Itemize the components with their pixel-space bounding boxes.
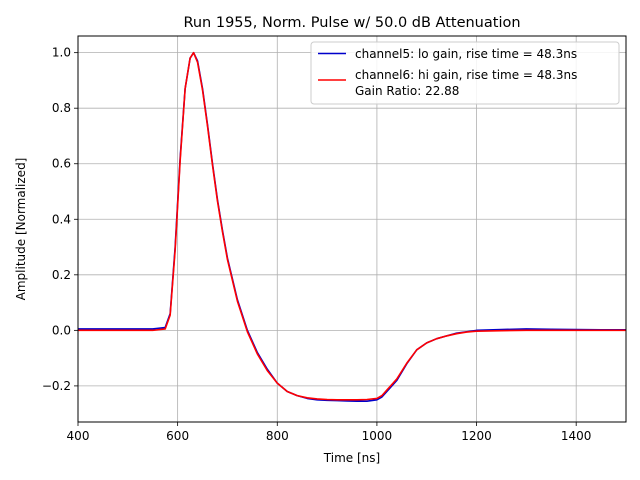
y-tick-label: 0.2	[52, 268, 71, 282]
y-tick-label: −0.2	[42, 379, 71, 393]
y-tick-label: 0.6	[52, 157, 71, 171]
x-axis-label: Time [ns]	[323, 451, 380, 465]
x-tick-label: 600	[166, 429, 189, 443]
legend-label-channel5: channel5: lo gain, rise time = 48.3ns	[355, 47, 577, 61]
x-tick-label: 1000	[362, 429, 393, 443]
plot-area-frame	[77, 35, 627, 423]
series-layer	[78, 51, 626, 402]
y-tick-label: 1.0	[52, 46, 71, 60]
legend-box	[310, 41, 620, 105]
x-tick-label: 1200	[461, 429, 492, 443]
legend: channel5: lo gain, rise time = 48.3ns ch…	[310, 41, 620, 105]
y-axis-label: Amplitude [Normalized]	[14, 158, 28, 301]
grid	[77, 36, 626, 422]
y-tick-label: 0.8	[52, 101, 71, 115]
y-tick-label: 0.4	[52, 212, 71, 226]
ticks: 400 600 800 1000 1200 1400 −0.2 0.0 0.2 0.4 0.6 0.8…	[42, 46, 592, 443]
series-line-channel6	[78, 51, 626, 401]
chart-title: Run 1955, Norm. Pulse w/ 50.0 dB Attenua…	[183, 15, 520, 31]
x-tick-label: 800	[266, 429, 289, 443]
x-tick-label: 1400	[561, 429, 592, 443]
x-tick-label: 400	[67, 429, 90, 443]
y-tick-label: 0.0	[52, 323, 71, 337]
legend-gain-ratio: Gain Ratio: 22.88	[355, 84, 459, 98]
legend-label-channel6: channel6: hi gain, rise time = 48.3ns	[355, 68, 577, 82]
